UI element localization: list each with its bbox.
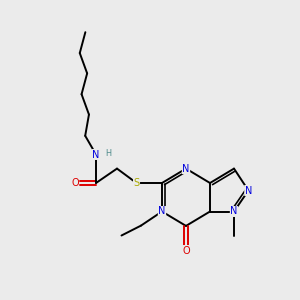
Text: O: O — [71, 178, 79, 188]
Text: N: N — [158, 206, 166, 217]
Text: N: N — [92, 149, 100, 160]
Text: S: S — [134, 178, 140, 188]
Text: O: O — [182, 245, 190, 256]
Text: N: N — [230, 206, 238, 217]
Text: H: H — [105, 149, 111, 158]
Text: N: N — [182, 164, 190, 174]
Text: N: N — [245, 185, 252, 196]
